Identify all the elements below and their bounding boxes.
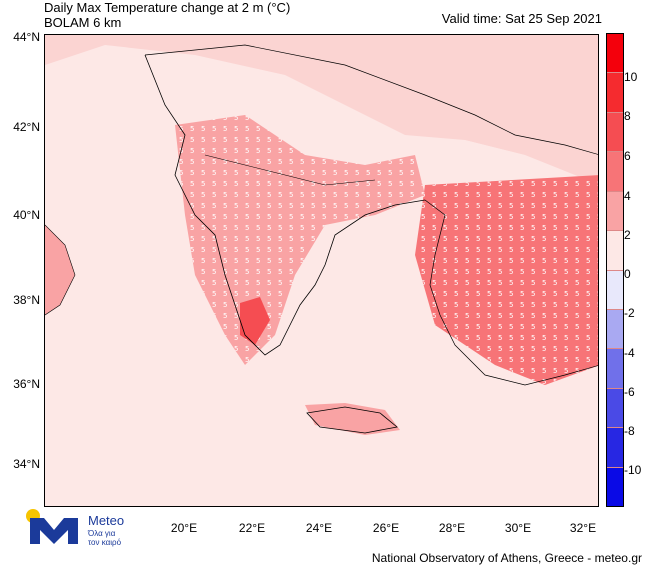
italy-heel	[45, 224, 76, 316]
border-line-north	[144, 44, 598, 155]
footer-credit: National Observatory of Athens, Greece -…	[371, 551, 642, 565]
lat-label: 34°N	[13, 457, 40, 471]
title-line-2: BOLAM 6 km	[44, 15, 122, 30]
colorbar-label: 2	[624, 228, 631, 242]
colorbar-segment	[607, 309, 623, 350]
colorbar-label: 10	[624, 70, 638, 84]
lat-label: 42°N	[13, 120, 40, 134]
lat-label: 40°N	[13, 208, 40, 222]
colorbar-segment	[607, 428, 623, 468]
anatolia-hatch	[415, 175, 598, 385]
colorbar-label: 4	[624, 189, 631, 203]
title-line-1: Daily Max Temperature change at 2 m (°C)	[44, 0, 291, 15]
colorbar-label: -6	[624, 385, 635, 399]
colorbar-label: -2	[624, 306, 635, 320]
country-border	[204, 154, 376, 186]
lat-label: 36°N	[13, 377, 40, 391]
north-field	[45, 35, 598, 185]
lat-label: 44°N	[13, 30, 40, 44]
turkish-coastline	[424, 199, 598, 386]
lon-label: 30°E	[504, 521, 532, 535]
lon-label: 32°E	[569, 521, 597, 535]
colorbar-segment	[607, 231, 623, 271]
colorbar-label: 6	[624, 149, 631, 163]
colorbar-segment	[607, 34, 623, 74]
colorbar-label: -10	[624, 463, 642, 477]
map-title: Daily Max Temperature change at 2 m (°C)…	[44, 0, 290, 30]
map-canvas: 5	[45, 35, 598, 506]
colorbar-segment	[607, 191, 623, 232]
colorbar-segment	[607, 270, 623, 310]
temperature-map: 5	[44, 34, 599, 507]
colorbar-label: 0	[624, 267, 631, 281]
logo-tagline: Όλα για τον καιρό	[88, 529, 122, 547]
lon-label: 24°E	[305, 521, 333, 535]
valid-time: Valid time: Sat 25 Sep 2021	[441, 11, 602, 26]
lon-label: 26°E	[372, 521, 400, 535]
colorbar-segment	[607, 73, 623, 113]
lon-label: 28°E	[438, 521, 466, 535]
lon-label: 22°E	[238, 521, 266, 535]
logo-name: Meteo	[88, 513, 125, 528]
colorbar-segment	[607, 467, 623, 507]
colorbar	[606, 33, 624, 507]
crete-zone	[305, 403, 400, 435]
colorbar-segment	[607, 349, 623, 389]
peloponnese-hot-spot	[240, 297, 270, 345]
lat-label: 38°N	[13, 293, 40, 307]
colorbar-segment	[607, 388, 623, 429]
meteo-logo-icon[interactable]	[26, 508, 136, 548]
lon-label: 20°E	[170, 521, 198, 535]
colorbar-label: 8	[624, 109, 631, 123]
crete-outline	[306, 406, 398, 434]
colorbar-label: -8	[624, 424, 635, 438]
colorbar-segment	[607, 152, 623, 192]
greek-coastline	[144, 54, 426, 356]
colorbar-label: -4	[624, 346, 635, 360]
greece-hatch	[175, 115, 425, 365]
colorbar-segment	[607, 112, 623, 153]
